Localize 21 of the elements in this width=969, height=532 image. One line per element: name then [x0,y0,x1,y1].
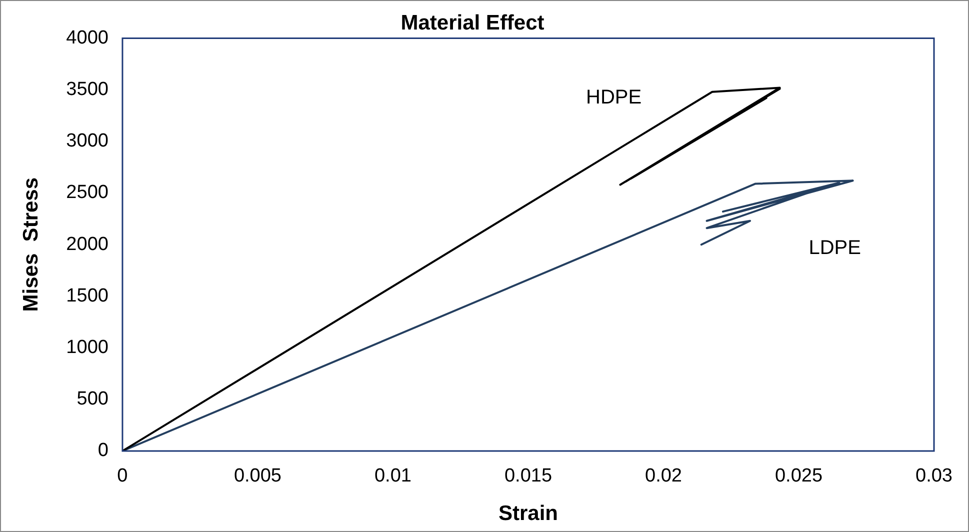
y-tick-label: 0 [98,440,108,462]
y-tick-label: 2500 [66,182,108,204]
y-axis-title: Mises Stress [19,177,42,312]
chart-title: Material Effect [400,11,544,34]
x-axis-title: Strain [498,502,558,526]
x-tick-label: 0.005 [234,466,282,487]
series-label: HDPE [586,86,642,108]
y-tick-label: 1000 [66,337,108,358]
x-tick-label: 0.015 [504,466,552,487]
x-tick-label: 0 [117,466,128,487]
y-tick-label: 4000 [66,27,108,48]
y-tick-label: 2000 [66,234,108,255]
y-tick-label: 1500 [66,285,108,306]
x-tick-label: 0.01 [374,466,412,487]
y-tick-label: 500 [76,388,108,410]
y-tick-label: 3000 [66,130,108,152]
x-tick-label: 0.025 [774,466,823,487]
y-tick-label: 3500 [66,79,108,100]
x-tick-label: 0.02 [644,466,682,487]
text: LDPE [808,237,861,260]
x-tick-label: 0.03 [916,466,952,487]
